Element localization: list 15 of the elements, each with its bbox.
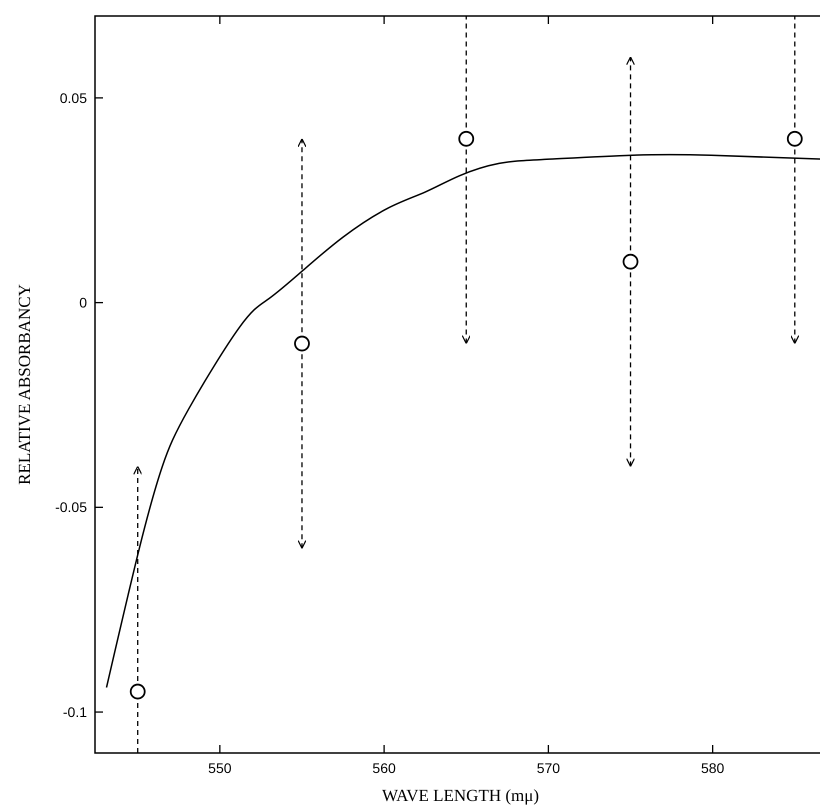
x-tick-label: 570 bbox=[536, 760, 560, 776]
point bbox=[786, 130, 803, 147]
point bbox=[622, 254, 638, 270]
point bbox=[458, 130, 474, 147]
y-axis-title: RELATIVE ABSORBANCY bbox=[15, 284, 34, 485]
x-tick-label: 580 bbox=[700, 760, 725, 776]
y-tick-label: 0.05 bbox=[60, 90, 88, 106]
y-tick-label: -0.1 bbox=[62, 704, 88, 720]
x-tick-label: 550 bbox=[208, 760, 232, 776]
x-axis-title: WAVE LENGTH (mμ) bbox=[382, 786, 540, 805]
y-tick-label: -0.05 bbox=[55, 499, 88, 516]
point bbox=[130, 684, 146, 700]
x-tick-label: 560 bbox=[372, 760, 396, 776]
y-tick-label: 0 bbox=[79, 294, 88, 311]
point bbox=[294, 336, 310, 352]
